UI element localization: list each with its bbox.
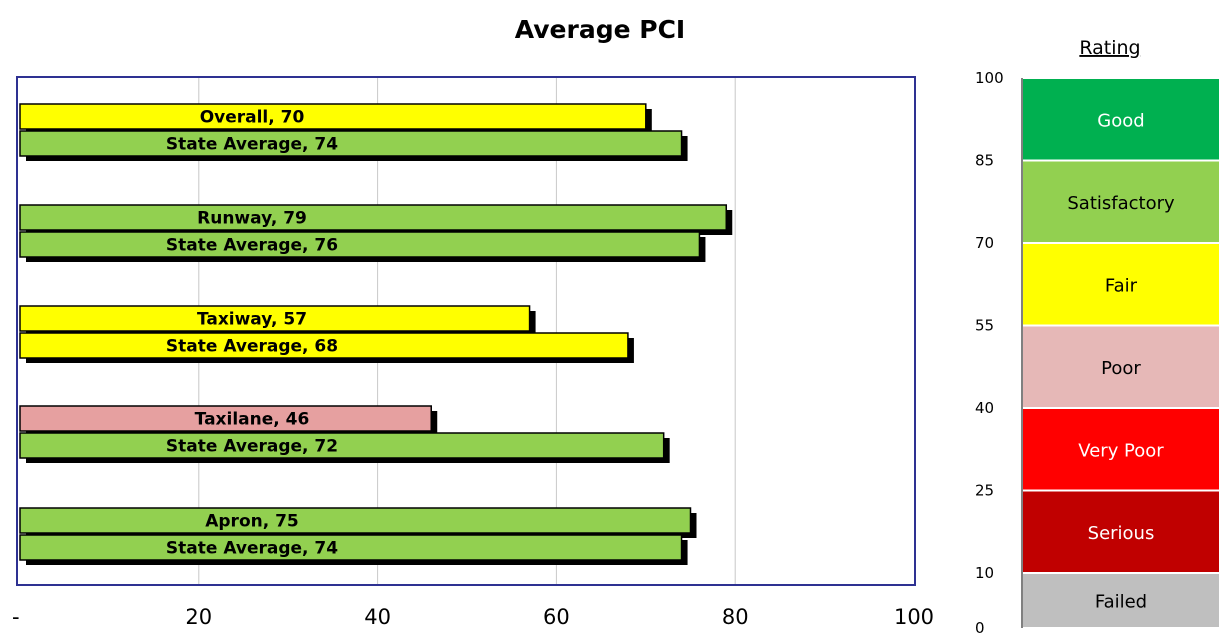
bar-label: Taxilane, 46: [195, 410, 310, 430]
rating-title: Rating: [1079, 37, 1140, 59]
rating-band: [1021, 572, 1221, 629]
rating-band-label: Good: [1097, 110, 1144, 131]
bar: [19, 332, 629, 359]
rating-band: [1021, 77, 1221, 162]
rating-band-label: Serious: [1088, 523, 1155, 544]
bar-label: State Average, 74: [166, 135, 338, 155]
bar: [19, 534, 683, 561]
bar: [19, 405, 432, 432]
x-axis-ticks: - 20 40 60 80 100: [12, 605, 934, 629]
rating-scale: Good Satisfactory Fair Poor Very Poor Serious…: [975, 69, 1221, 637]
bar-label: State Average, 74: [166, 539, 338, 559]
rating-tick-label: 10: [975, 564, 994, 582]
bar-label: Apron, 75: [205, 512, 299, 532]
bar: [19, 432, 665, 459]
rating-tick-label: 0: [975, 619, 985, 637]
rating-tick-label: 70: [975, 234, 994, 252]
rating-tick-label: 25: [975, 482, 994, 500]
rating-band: [1021, 407, 1221, 492]
rating-tick-label: 85: [975, 152, 994, 170]
x-tick-label: 20: [185, 605, 212, 629]
bar-label: State Average, 76: [166, 236, 338, 256]
bar: [19, 231, 701, 258]
x-tick-label: 80: [722, 605, 749, 629]
x-tick-label: 40: [364, 605, 391, 629]
bar-label: State Average, 68: [166, 337, 338, 357]
bar: [19, 103, 647, 130]
bar-label: State Average, 72: [166, 437, 338, 457]
rating-tick-label: 100: [975, 69, 1004, 87]
rating-band: [1021, 242, 1221, 327]
x-tick-label: 60: [543, 605, 570, 629]
bar: [19, 204, 728, 231]
rating-tick-label: 40: [975, 399, 994, 417]
rating-band-label: Fair: [1105, 275, 1138, 296]
rating-band-label: Very Poor: [1078, 440, 1164, 461]
rating-band-label: Failed: [1095, 592, 1147, 613]
bar-label: Overall, 70: [200, 108, 305, 128]
bar: [19, 305, 531, 332]
rating-tick-label: 55: [975, 317, 994, 335]
rating-band: [1021, 324, 1221, 409]
x-tick-label: -: [12, 605, 20, 629]
rating-band-label: Poor: [1101, 358, 1141, 379]
bar: [19, 507, 692, 534]
bars: Overall, 70 State Average, 74 Runway, 79 St…: [19, 103, 733, 565]
bar-label: Runway, 79: [197, 209, 307, 229]
x-tick-label: 100: [894, 605, 934, 629]
rating-band: [1021, 159, 1221, 244]
bar: [19, 130, 683, 157]
rating-band-label: Satisfactory: [1067, 193, 1175, 214]
bar-label: Taxiway, 57: [197, 310, 307, 330]
chart-title: Average PCI: [515, 15, 685, 44]
